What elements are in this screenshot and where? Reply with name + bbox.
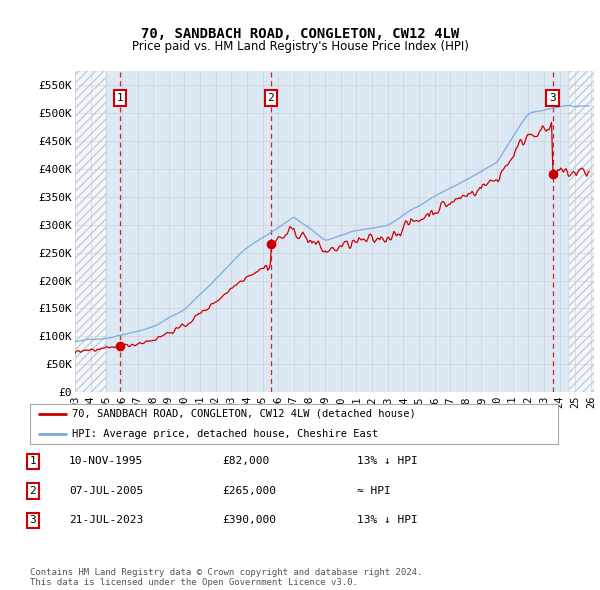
- Text: 21-JUL-2023: 21-JUL-2023: [69, 516, 143, 525]
- Bar: [75, 71, 106, 392]
- Text: 10-NOV-1995: 10-NOV-1995: [69, 457, 143, 466]
- Text: 1: 1: [116, 93, 123, 103]
- Text: 13% ↓ HPI: 13% ↓ HPI: [357, 516, 418, 525]
- Text: £82,000: £82,000: [222, 457, 269, 466]
- Text: 13% ↓ HPI: 13% ↓ HPI: [357, 457, 418, 466]
- Text: 3: 3: [29, 516, 37, 525]
- Text: ≈ HPI: ≈ HPI: [357, 486, 391, 496]
- Text: 2: 2: [268, 93, 274, 103]
- Text: 70, SANDBACH ROAD, CONGLETON, CW12 4LW: 70, SANDBACH ROAD, CONGLETON, CW12 4LW: [141, 27, 459, 41]
- Text: 2: 2: [29, 486, 37, 496]
- Text: £390,000: £390,000: [222, 516, 276, 525]
- Text: Price paid vs. HM Land Registry's House Price Index (HPI): Price paid vs. HM Land Registry's House …: [131, 40, 469, 53]
- Bar: [569, 71, 594, 392]
- Text: £265,000: £265,000: [222, 486, 276, 496]
- Text: 70, SANDBACH ROAD, CONGLETON, CW12 4LW (detached house): 70, SANDBACH ROAD, CONGLETON, CW12 4LW (…: [72, 409, 416, 418]
- Text: HPI: Average price, detached house, Cheshire East: HPI: Average price, detached house, Ches…: [72, 429, 379, 438]
- Text: 1: 1: [29, 457, 37, 466]
- Text: 07-JUL-2005: 07-JUL-2005: [69, 486, 143, 496]
- Text: Contains HM Land Registry data © Crown copyright and database right 2024.
This d: Contains HM Land Registry data © Crown c…: [30, 568, 422, 587]
- Text: 3: 3: [549, 93, 556, 103]
